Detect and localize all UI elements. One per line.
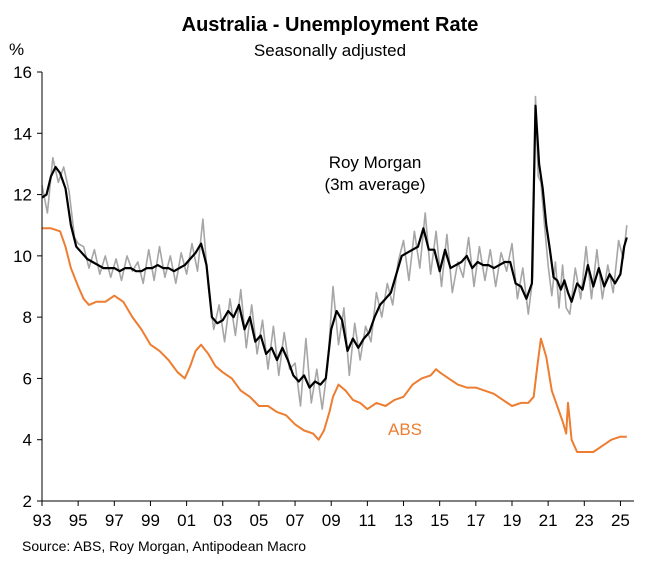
x-tick-label-15: 15	[430, 511, 449, 530]
roy-morgan-annotation: Roy Morgan	[329, 153, 422, 172]
x-tick-label-09: 09	[322, 511, 341, 530]
x-tick-label-21: 21	[539, 511, 558, 530]
x-tick-label-95: 95	[69, 511, 88, 530]
x-tick-label-23: 23	[575, 511, 594, 530]
x-axis: 93 95 97 99 01 03 05 07 09 11 13 15 17 19 21 23 25	[33, 501, 630, 530]
series-line-roy-morgan	[41, 95, 628, 410]
x-tick-label-11: 11	[359, 511, 377, 530]
x-tick-label-07: 07	[286, 511, 305, 530]
y-axis: 2 4 6 8 10 12 14 16	[13, 63, 42, 511]
y-tick-label-14: 14	[13, 124, 32, 143]
roy-morgan-annotation-sub: (3m average)	[324, 175, 425, 194]
chart-title: Australia - Unemployment Rate	[182, 14, 479, 36]
x-tick-label-99: 99	[141, 511, 160, 530]
x-tick-label-25: 25	[611, 511, 630, 530]
y-tick-label-4: 4	[23, 431, 32, 450]
y-tick-label-16: 16	[13, 63, 32, 82]
y-tick-label-6: 6	[23, 369, 32, 388]
x-tick-label-97: 97	[105, 511, 124, 530]
series-line-abs	[42, 227, 627, 453]
y-tick-label-8: 8	[23, 308, 32, 327]
x-tick-label-05: 05	[249, 511, 268, 530]
y-tick-label-2: 2	[23, 492, 32, 511]
chart-subtitle: Seasonally adjusted	[254, 41, 406, 60]
x-tick-label-19: 19	[503, 511, 522, 530]
y-tick-label-12: 12	[13, 186, 32, 205]
x-tick-label-03: 03	[213, 511, 232, 530]
series-line-roy-morgan-3m-average	[41, 104, 628, 389]
y-axis-unit-label: %	[9, 40, 24, 59]
x-tick-label-01: 01	[177, 511, 196, 530]
series-lines	[41, 95, 628, 453]
source-note: Source: ABS, Roy Morgan, Antipodean Macr…	[22, 538, 306, 554]
abs-annotation: ABS	[388, 420, 422, 439]
x-tick-label-13: 13	[394, 511, 413, 530]
x-tick-label-17: 17	[466, 511, 485, 530]
x-tick-label-93: 93	[33, 511, 52, 530]
y-tick-label-10: 10	[13, 247, 32, 266]
